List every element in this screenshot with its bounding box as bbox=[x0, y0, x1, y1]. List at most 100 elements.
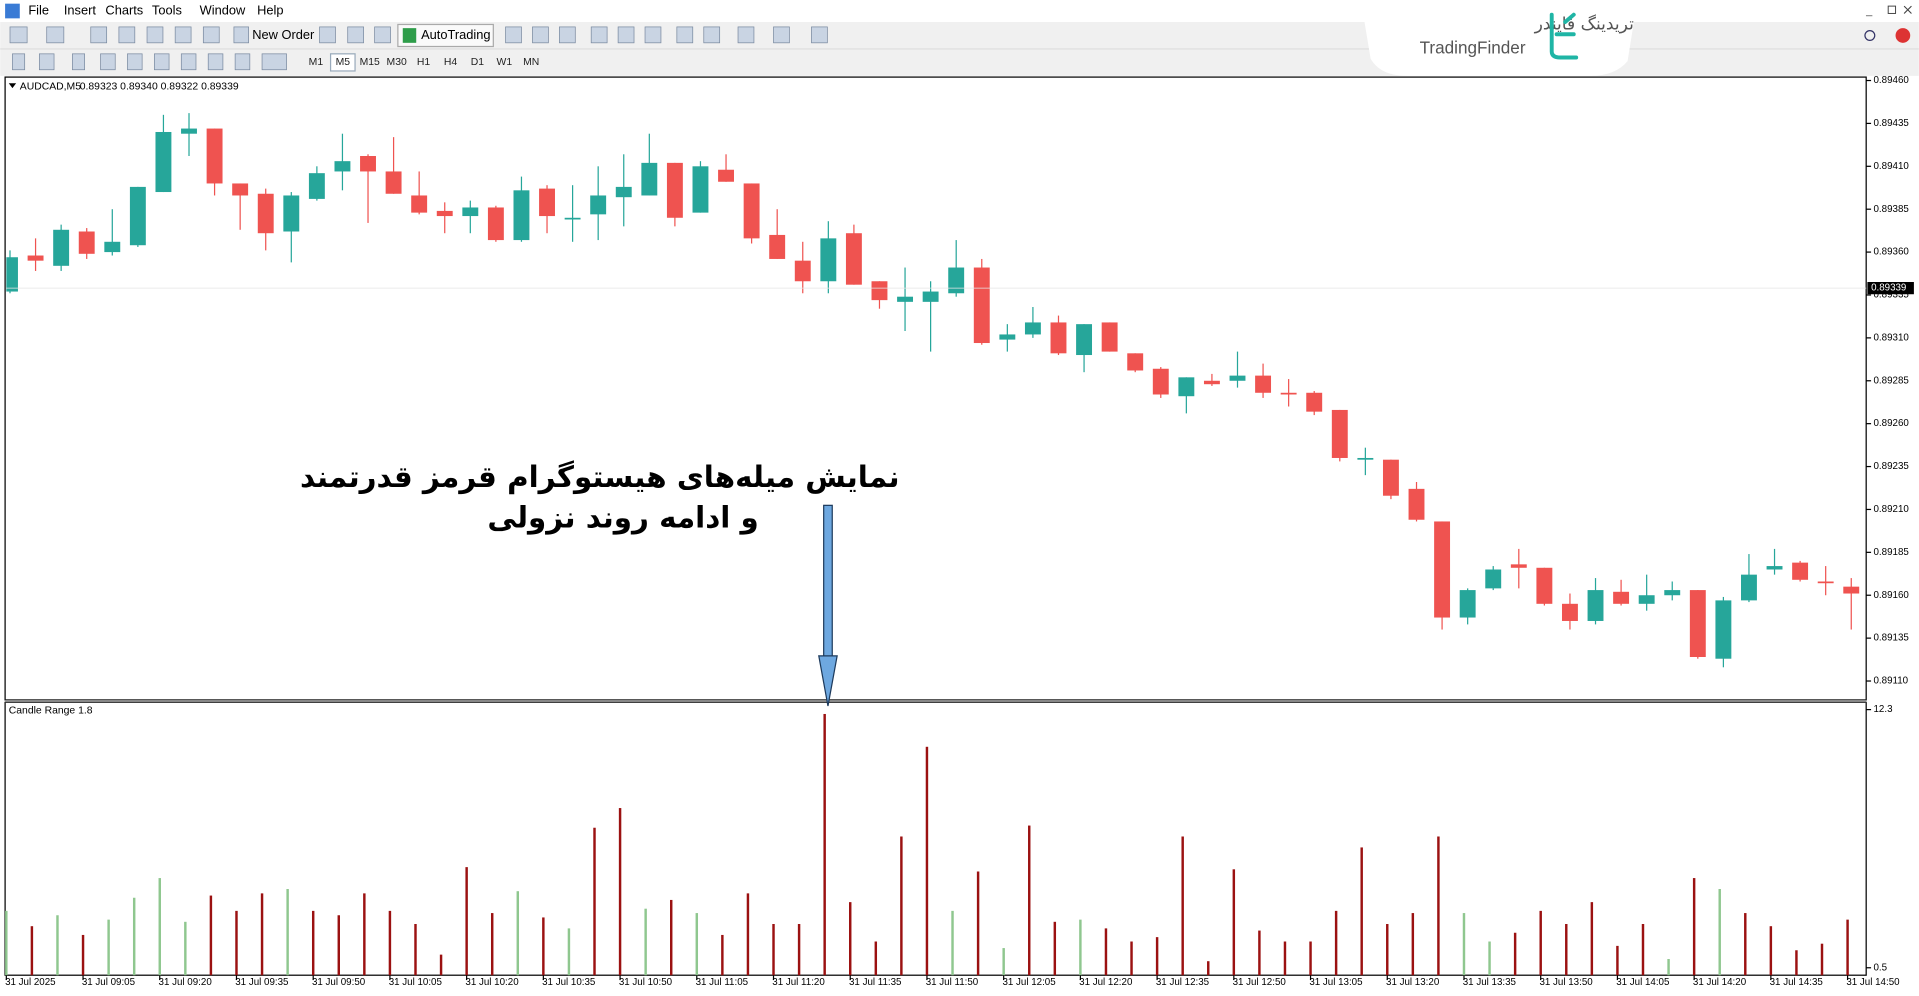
icon[interactable] bbox=[72, 53, 86, 71]
candle-body bbox=[487, 207, 504, 241]
timeframe-label[interactable]: M1 bbox=[309, 57, 324, 68]
window-close[interactable] bbox=[1903, 5, 1912, 14]
timeframe-label[interactable]: M15 bbox=[360, 57, 380, 68]
icon[interactable] bbox=[207, 53, 224, 71]
menu-item[interactable]: Insert bbox=[64, 2, 97, 17]
icon[interactable] bbox=[261, 53, 287, 71]
candle-body bbox=[232, 183, 249, 196]
icon[interactable] bbox=[180, 53, 197, 71]
icon[interactable] bbox=[9, 26, 28, 44]
window-minimize[interactable]: _ bbox=[1865, 5, 1873, 17]
timeframe-label[interactable]: H4 bbox=[444, 57, 458, 68]
timeframe-button[interactable] bbox=[329, 53, 356, 72]
icon[interactable] bbox=[174, 26, 192, 44]
x-tick-label: 31 Jul 09:05 bbox=[82, 977, 136, 988]
timeframe-label[interactable]: M5 bbox=[336, 57, 351, 68]
icon[interactable] bbox=[234, 53, 251, 71]
candle-body bbox=[1152, 368, 1169, 395]
histogram-bar bbox=[184, 921, 187, 976]
histogram-bar bbox=[388, 910, 392, 976]
icon[interactable] bbox=[374, 26, 391, 44]
icon[interactable] bbox=[347, 26, 364, 44]
candle-body bbox=[1638, 595, 1655, 604]
histogram-bar bbox=[1820, 943, 1824, 976]
icon[interactable] bbox=[12, 53, 26, 71]
histogram-bar bbox=[1334, 910, 1338, 976]
menu-item[interactable]: Help bbox=[257, 2, 283, 17]
y-tick-label: 0.89210 bbox=[1874, 504, 1910, 515]
histogram-bar bbox=[1692, 878, 1696, 976]
icon[interactable] bbox=[773, 26, 790, 44]
icon[interactable] bbox=[319, 26, 336, 44]
x-tick-label: 31 Jul 12:05 bbox=[1002, 977, 1056, 988]
icon[interactable] bbox=[127, 53, 143, 71]
icon[interactable] bbox=[154, 53, 170, 71]
x-tick-label: 31 Jul 13:35 bbox=[1463, 977, 1517, 988]
icon[interactable] bbox=[38, 53, 55, 71]
candle-body bbox=[564, 217, 581, 220]
histogram-bar bbox=[669, 899, 673, 976]
x-tick-label: 31 Jul 13:20 bbox=[1386, 977, 1440, 988]
notification-icon[interactable] bbox=[1895, 28, 1911, 43]
candle-body bbox=[1613, 591, 1630, 604]
icon[interactable] bbox=[559, 26, 576, 44]
icon[interactable] bbox=[46, 26, 65, 44]
candle-body bbox=[1357, 457, 1374, 460]
icon[interactable] bbox=[590, 26, 608, 44]
icon[interactable] bbox=[703, 26, 721, 44]
candle-body bbox=[1766, 566, 1783, 570]
icon[interactable] bbox=[532, 26, 549, 44]
icon[interactable] bbox=[118, 26, 136, 44]
timeframe-label[interactable]: W1 bbox=[497, 57, 513, 68]
icon[interactable] bbox=[202, 26, 220, 44]
icon[interactable] bbox=[644, 26, 662, 44]
timeframe-label[interactable]: MN bbox=[523, 57, 539, 68]
icon[interactable] bbox=[737, 26, 755, 44]
y-tick-label: 0.89360 bbox=[1874, 247, 1910, 258]
candle-body bbox=[615, 186, 632, 198]
candle-body bbox=[155, 131, 172, 193]
x-tick-label: 31 Jul 12:50 bbox=[1233, 977, 1287, 988]
new-order-button[interactable]: New Order bbox=[252, 27, 315, 42]
timeframe-label[interactable]: H1 bbox=[417, 57, 431, 68]
y-tick-label: 0.89110 bbox=[1874, 676, 1909, 687]
icon[interactable] bbox=[90, 26, 108, 44]
candle-body bbox=[6, 257, 18, 292]
menu-item[interactable]: File bbox=[28, 2, 49, 17]
histogram-bar bbox=[337, 915, 340, 976]
auto-trading-button[interactable] bbox=[397, 23, 494, 48]
price-panel bbox=[4, 76, 1867, 701]
icon[interactable] bbox=[505, 26, 522, 44]
menu-item[interactable]: Charts bbox=[105, 2, 143, 17]
icon[interactable] bbox=[811, 26, 828, 44]
candle-body bbox=[1459, 590, 1476, 618]
timeframe-label[interactable]: D1 bbox=[471, 57, 485, 68]
histogram-bar bbox=[1462, 913, 1466, 976]
chart-menu-arrow[interactable] bbox=[8, 83, 17, 89]
icon[interactable] bbox=[617, 26, 635, 44]
histogram-bar bbox=[311, 910, 315, 976]
timeframe-label[interactable]: M30 bbox=[387, 57, 407, 68]
candle-body bbox=[283, 195, 300, 232]
histogram-bar bbox=[1360, 847, 1363, 976]
window-restore[interactable] bbox=[1887, 5, 1897, 14]
icon[interactable] bbox=[100, 53, 116, 71]
icon[interactable] bbox=[146, 26, 164, 44]
candle-body bbox=[27, 255, 44, 261]
icon[interactable] bbox=[233, 26, 249, 44]
x-tick-label: 31 Jul 12:20 bbox=[1079, 977, 1133, 988]
candle-body bbox=[820, 238, 837, 282]
y-tick-label: 0.89185 bbox=[1874, 547, 1910, 558]
candle-body bbox=[1587, 590, 1604, 621]
icon[interactable] bbox=[676, 26, 694, 44]
x-tick-label: 31 Jul 14:20 bbox=[1693, 977, 1747, 988]
candle-body bbox=[1382, 459, 1399, 496]
search-icon[interactable] bbox=[1864, 29, 1876, 41]
menu-item[interactable]: Tools bbox=[152, 2, 182, 17]
auto-trading-label[interactable]: AutoTrading bbox=[421, 27, 490, 42]
histogram-bar bbox=[542, 917, 545, 976]
menu-item[interactable]: Window bbox=[200, 2, 246, 17]
candle-body bbox=[436, 210, 453, 217]
histogram-bar bbox=[1155, 937, 1159, 976]
histogram-bar bbox=[209, 895, 213, 976]
